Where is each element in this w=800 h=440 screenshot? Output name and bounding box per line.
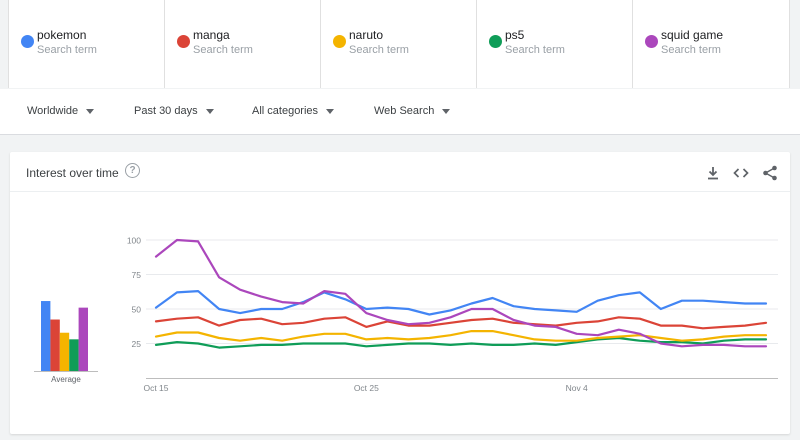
y-tick-label: 75 [132, 270, 142, 280]
x-tick-label: Nov 4 [566, 383, 588, 393]
help-circle-icon[interactable]: ? [125, 163, 140, 178]
term-type: Search term [661, 44, 721, 56]
interest-over-time-card: Interest over time ? Average 25 50 75 100 Oc… [10, 152, 790, 434]
term-name: pokemon [37, 28, 87, 42]
search-type-dropdown-label: Web Search [374, 105, 435, 117]
y-tick-label: 25 [132, 339, 142, 349]
term-manga[interactable]: manga Search term [165, 0, 321, 88]
download-icon[interactable] [704, 164, 722, 182]
caret-down-icon [442, 108, 451, 114]
y-tick-label: 100 [127, 236, 141, 246]
term-type: Search term [505, 44, 565, 56]
category-dropdown[interactable]: All categories [252, 105, 335, 117]
series-color-dot [21, 35, 34, 48]
average-bars: Average [34, 301, 98, 384]
term-type: Search term [37, 44, 97, 56]
region-dropdown[interactable]: Worldwide [27, 105, 95, 117]
search-type-dropdown[interactable]: Web Search [374, 105, 451, 117]
term-name: manga [193, 28, 230, 42]
series-color-dot [645, 35, 658, 48]
card-header: Interest over time ? [10, 152, 790, 192]
term-name: ps5 [505, 28, 525, 42]
average-label: Average [51, 375, 81, 384]
interest-chart: Average 25 50 75 100 Oct 15 Oct 25 Nov 4 [34, 236, 778, 393]
term-pokemon[interactable]: pokemon Search term [9, 0, 165, 88]
card-title: Interest over time [26, 166, 119, 180]
average-bar-ps5 [69, 339, 79, 371]
series-color-dot [333, 35, 346, 48]
category-dropdown-label: All categories [252, 105, 319, 117]
caret-down-icon [326, 108, 335, 114]
term-naruto[interactable]: naruto Search term [321, 0, 477, 88]
series-line-ps5[interactable] [154, 336, 768, 349]
term-type: Search term [349, 44, 409, 56]
search-terms-bar: pokemon Search term manga Search term naru… [8, 0, 790, 88]
series-line-naruto[interactable] [154, 330, 768, 342]
filter-bar: Worldwide Past 30 days All categories We… [0, 89, 800, 135]
series-color-dot [177, 35, 190, 48]
region-dropdown-label: Worldwide [27, 105, 79, 117]
term-name: squid game [661, 28, 724, 42]
series-line-squid-game[interactable] [154, 238, 768, 348]
y-tick-label: 50 [132, 305, 142, 315]
average-bar-squid-game [78, 307, 88, 371]
series-line-manga[interactable] [154, 316, 768, 330]
term-ps5[interactable]: ps5 Search term [477, 0, 633, 88]
series-color-dot [489, 35, 502, 48]
caret-down-icon [205, 108, 214, 114]
share-icon[interactable] [761, 164, 779, 182]
average-bar-manga [50, 319, 60, 371]
embed-code-icon[interactable] [732, 164, 750, 182]
interest-line-chart: 25 50 75 100 Oct 15 Oct 25 Nov 4 [127, 236, 778, 393]
period-dropdown[interactable]: Past 30 days [134, 105, 214, 117]
caret-down-icon [86, 108, 95, 114]
average-bar-pokemon [41, 301, 51, 371]
x-tick-label: Oct 25 [354, 383, 379, 393]
x-tick-label: Oct 15 [143, 383, 168, 393]
average-bar-naruto [59, 332, 70, 371]
series-line-pokemon[interactable] [154, 289, 768, 316]
term-name: naruto [349, 28, 384, 42]
term-type: Search term [193, 44, 253, 56]
term-squid-game[interactable]: squid game Search term [633, 0, 789, 88]
period-dropdown-label: Past 30 days [134, 105, 198, 117]
